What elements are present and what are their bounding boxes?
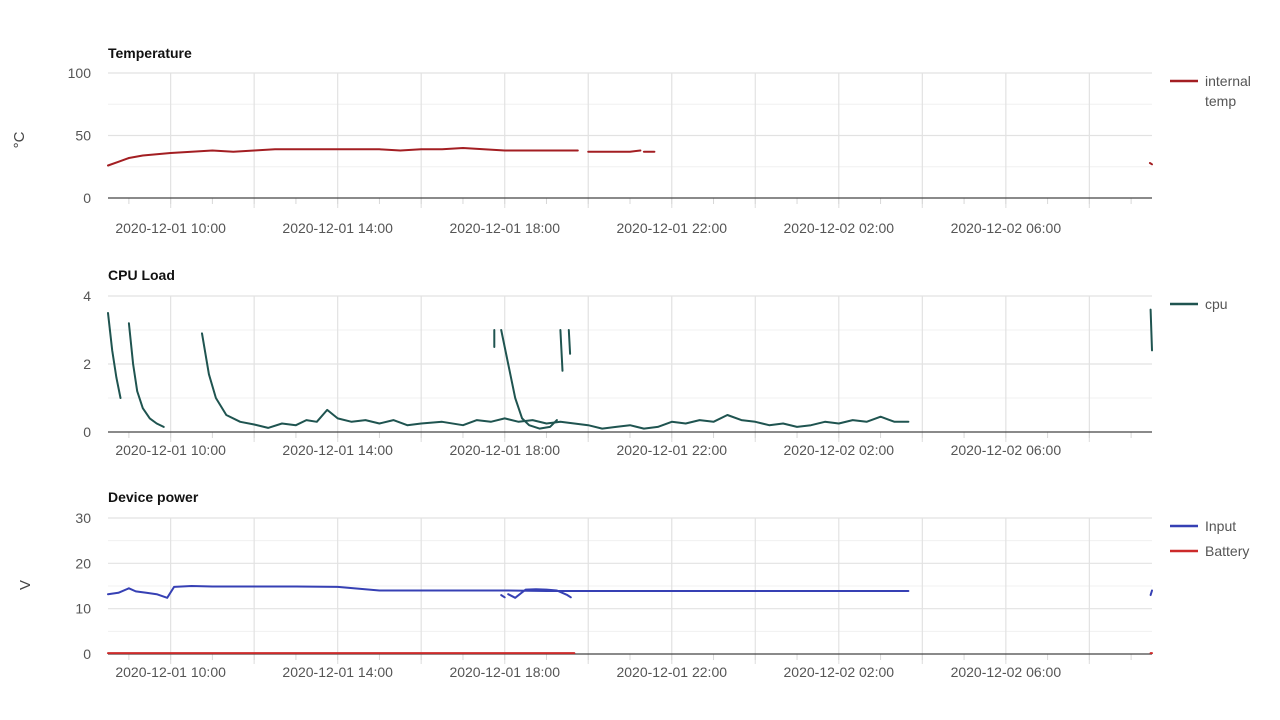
chart-title: CPU Load: [108, 267, 175, 283]
chart-temperature: Temperature 0 50 100 °C 2020-12-01 10:00 2020-…: [11, 45, 1251, 236]
y-tick-label: 100: [68, 65, 92, 81]
x-tick-label: 2020-12-01 18:00: [449, 442, 560, 458]
y-axis-label: V: [17, 580, 34, 590]
y-tick-label: 4: [83, 288, 91, 304]
x-tick-label: 2020-12-02 06:00: [951, 220, 1062, 236]
x-tick-label: 2020-12-02 06:00: [951, 664, 1062, 680]
y-tick-label: 0: [83, 190, 91, 206]
series-line-segment: [500, 594, 506, 599]
series-line-segment: [1149, 589, 1153, 597]
x-tick-label: 2020-12-01 10:00: [115, 664, 226, 680]
series-input: [107, 585, 1153, 599]
series-line-segment: [127, 322, 165, 428]
y-tick-label: 0: [83, 646, 91, 662]
series-line-segment: [507, 588, 572, 599]
legend-item-battery[interactable]: Battery: [1170, 543, 1249, 559]
series-line-segment: [1149, 308, 1153, 352]
y-tick-label: 10: [75, 601, 91, 617]
series-internal-temp: [107, 147, 1153, 167]
series-line-segment: [107, 312, 122, 399]
x-tick-label: 2020-12-01 22:00: [616, 442, 727, 458]
legend-label: cpu: [1205, 296, 1228, 312]
y-tick-label: 50: [75, 128, 91, 144]
x-tick-label: 2020-12-02 02:00: [784, 442, 895, 458]
x-tick-label: 2020-12-01 14:00: [282, 442, 393, 458]
series-line-segment: [559, 329, 564, 372]
y-tick-label: 2: [83, 356, 91, 372]
x-tick-label: 2020-12-01 14:00: [282, 220, 393, 236]
series-line-segment: [1148, 162, 1153, 166]
legend-label: internal temp: [1205, 73, 1251, 109]
y-axis-label: °C: [11, 131, 28, 148]
series-line-segment: [107, 147, 579, 167]
chart-title: Temperature: [108, 45, 192, 61]
x-tick-label: 2020-12-01 18:00: [449, 220, 560, 236]
chart-cpu-load: CPU Load 0 2 4 2020-12-01 10:00 2020-12-01 14…: [83, 267, 1227, 458]
series-line-segment: [107, 585, 910, 599]
y-tick-label: 20: [75, 555, 91, 571]
chart-title: Device power: [108, 489, 199, 505]
x-tick-label: 2020-12-02 06:00: [951, 442, 1062, 458]
series-line-segment: [587, 149, 642, 153]
series-line-segment: [201, 332, 910, 430]
legend-item-internal-temp[interactable]: internal temp: [1170, 73, 1251, 109]
y-tick-label: 30: [75, 510, 91, 526]
x-tick-label: 2020-12-01 18:00: [449, 664, 560, 680]
legend-item-input[interactable]: Input: [1170, 518, 1236, 534]
series-cpu: [107, 308, 1153, 430]
legend-label: Input: [1205, 518, 1236, 534]
x-tick-label: 2020-12-02 02:00: [784, 220, 895, 236]
series-line-segment: [567, 329, 572, 355]
legend-label: Battery: [1205, 543, 1249, 559]
x-tick-label: 2020-12-01 22:00: [616, 664, 727, 680]
x-tick-label: 2020-12-01 10:00: [115, 220, 226, 236]
series-line-segment: [500, 329, 558, 430]
legend-item-cpu[interactable]: cpu: [1170, 296, 1228, 312]
x-tick-label: 2020-12-01 10:00: [115, 442, 226, 458]
chart-device-power: Device power 0 10 20 30 V 2020-12-01 10:00 2020…: [17, 489, 1249, 680]
x-tick-label: 2020-12-01 14:00: [282, 664, 393, 680]
x-tick-label: 2020-12-02 02:00: [784, 664, 895, 680]
y-tick-label: 0: [83, 424, 91, 440]
x-tick-label: 2020-12-01 22:00: [616, 220, 727, 236]
